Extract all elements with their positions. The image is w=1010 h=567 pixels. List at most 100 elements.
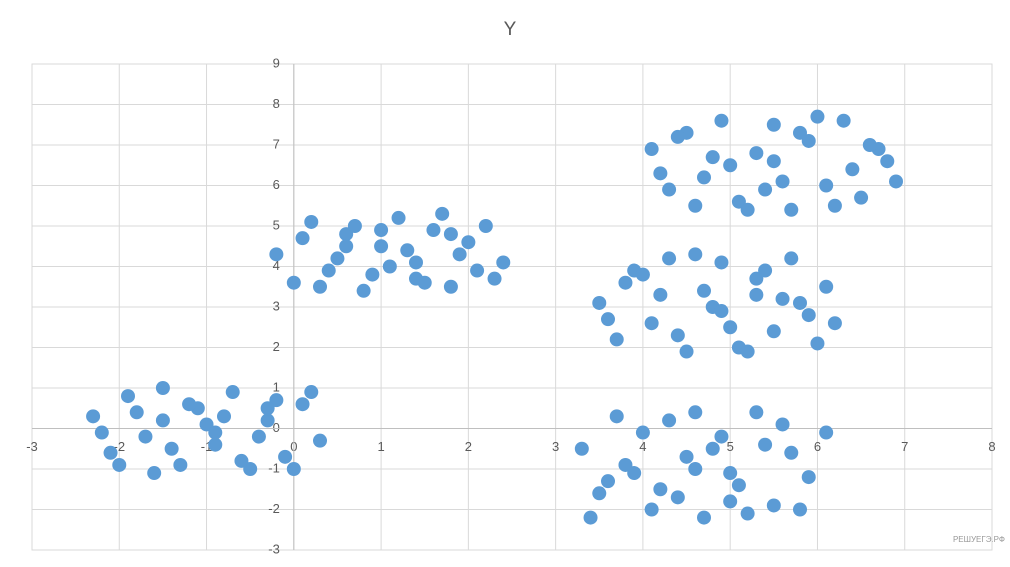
scatter-point xyxy=(854,190,869,205)
scatter-point xyxy=(889,174,903,189)
scatter-point xyxy=(819,279,834,294)
scatter-point xyxy=(208,425,223,440)
scatter-point xyxy=(601,312,615,327)
scatter-point xyxy=(766,117,781,132)
scatter-point xyxy=(496,255,511,270)
scatter-point xyxy=(443,227,458,242)
scatter-point xyxy=(609,409,624,424)
x-tick-label: 3 xyxy=(552,439,559,454)
scatter-point xyxy=(260,401,275,416)
scatter-point xyxy=(653,482,668,497)
scatter-point xyxy=(103,445,118,460)
scatter-point xyxy=(417,275,432,290)
scatter-point xyxy=(574,441,589,456)
scatter-point xyxy=(758,263,773,278)
x-tick-label: 1 xyxy=(377,439,384,454)
scatter-point xyxy=(662,251,677,266)
scatter-point xyxy=(112,457,127,472)
scatter-point xyxy=(775,417,790,432)
y-tick-label: 7 xyxy=(273,136,280,151)
scatter-point xyxy=(330,251,345,266)
scatter-point xyxy=(723,158,738,173)
scatter-point xyxy=(208,437,223,452)
scatter-point xyxy=(714,113,729,128)
scatter-point xyxy=(670,129,685,144)
scatter-point xyxy=(679,344,694,359)
scatter-point xyxy=(278,449,293,464)
scatter-point xyxy=(225,385,240,400)
scatter-point xyxy=(714,255,729,270)
x-tick-label: -3 xyxy=(26,439,38,454)
scatter-point xyxy=(819,425,834,440)
scatter-point xyxy=(845,162,860,177)
scatter-point xyxy=(635,425,650,440)
scatter-point xyxy=(679,449,694,464)
scatter-point xyxy=(766,324,781,339)
scatter-point xyxy=(155,413,170,428)
scatter-point xyxy=(810,336,825,351)
scatter-point xyxy=(391,210,406,225)
x-tick-label: -2 xyxy=(113,439,125,454)
scatter-point xyxy=(147,466,162,481)
scatter-point xyxy=(784,251,799,266)
scatter-point xyxy=(164,441,179,456)
scatter-point xyxy=(94,425,109,440)
scatter-point xyxy=(129,405,144,420)
scatter-point xyxy=(749,146,764,161)
scatter-point xyxy=(827,198,842,213)
scatter-point xyxy=(347,219,362,233)
scatter-point xyxy=(801,308,816,323)
x-tick-label: 7 xyxy=(901,439,908,454)
scatter-point xyxy=(173,457,188,472)
scatter-point xyxy=(784,202,799,217)
scatter-point xyxy=(697,170,711,185)
y-tick-label: 1 xyxy=(273,379,280,394)
chart-title: Y xyxy=(504,19,517,40)
scatter-point xyxy=(688,247,703,262)
scatter-point xyxy=(592,486,607,501)
scatter-point xyxy=(784,445,799,460)
scatter-point xyxy=(714,304,729,319)
scatter-point xyxy=(155,381,170,395)
scatter-point xyxy=(339,239,354,254)
scatter-point xyxy=(653,166,668,181)
scatter-point xyxy=(758,437,773,452)
scatter-point xyxy=(618,275,633,290)
x-tick-label: 2 xyxy=(465,439,472,454)
scatter-point xyxy=(583,510,598,525)
scatter-point xyxy=(766,154,781,169)
scatter-point xyxy=(121,389,135,404)
scatter-point xyxy=(836,113,851,128)
scatter-point xyxy=(793,295,807,310)
y-tick-label: 0 xyxy=(273,420,280,435)
scatter-point xyxy=(478,219,493,233)
scatter-point xyxy=(688,405,703,420)
scatter-point xyxy=(862,138,877,152)
scatter-point xyxy=(182,397,197,412)
scatter-point xyxy=(365,267,380,282)
scatter-point xyxy=(313,279,327,294)
scatter-point xyxy=(749,287,764,302)
scatter-point xyxy=(295,231,310,246)
scatter-point xyxy=(714,429,729,444)
scatter-point xyxy=(793,502,807,517)
scatter-point xyxy=(766,498,781,513)
scatter-point xyxy=(697,510,711,525)
scatter-point xyxy=(217,409,231,424)
scatter-point xyxy=(880,154,895,169)
y-tick-label: -1 xyxy=(268,460,280,475)
scatter-point xyxy=(435,206,450,221)
scatter-point xyxy=(400,243,415,258)
scatter-point xyxy=(819,178,834,193)
y-tick-label: 4 xyxy=(273,258,280,273)
scatter-point xyxy=(758,182,773,197)
scatter-point xyxy=(775,174,790,189)
scatter-point xyxy=(801,470,816,485)
scatter-point xyxy=(609,332,624,347)
scatter-point xyxy=(662,182,677,197)
scatter-point xyxy=(313,433,327,448)
scatter-point xyxy=(295,397,310,412)
x-tick-label: 6 xyxy=(814,439,821,454)
x-tick-label: 5 xyxy=(727,439,734,454)
